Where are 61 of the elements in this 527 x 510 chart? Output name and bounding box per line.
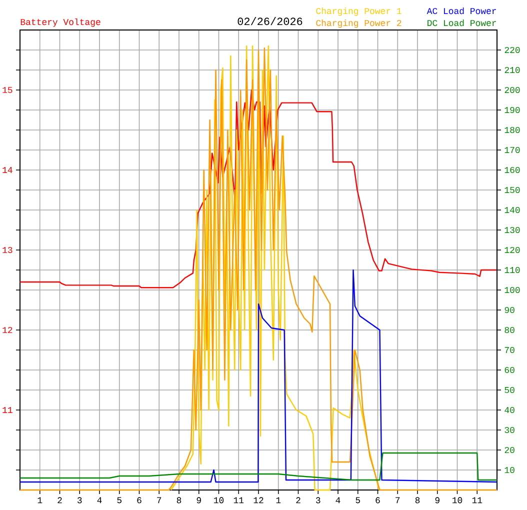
y-axis-title: Battery Voltage	[20, 18, 100, 27]
line-series	[20, 89, 498, 288]
y2-tick-label: 90	[504, 306, 514, 314]
y2-tick-label: 110	[504, 266, 520, 274]
text: DC Load Power	[428, 19, 496, 26]
y2-tick-label: 20	[504, 446, 514, 454]
line-series	[170, 45, 380, 491]
x-tick-label: 6	[376, 497, 380, 504]
y2-tick-label: 80	[504, 326, 514, 334]
text: AC Load Power	[426, 7, 496, 14]
y2-tick-label: 180	[504, 126, 520, 134]
x-tick-label: 4	[97, 497, 102, 504]
y2-tick-label: 10	[504, 466, 514, 474]
y-tick-label: 11	[2, 407, 12, 413]
x-tick-label: 7	[396, 497, 400, 504]
x-tick-label: 9	[435, 497, 440, 504]
y2-tick-label: 40	[504, 406, 514, 414]
x-tick-label: 6	[137, 497, 142, 504]
y-tick-label: 12	[2, 327, 12, 333]
line-series	[19, 269, 498, 483]
x-tick-label: 10	[214, 497, 224, 504]
y2-tick-label: 100	[504, 286, 520, 294]
chart-title: 02/26/2026	[238, 17, 302, 26]
x-tick-label: 3	[77, 497, 82, 504]
x-tick-label: 8	[415, 497, 420, 504]
x-tick-label: 4	[336, 497, 340, 504]
text: Charging Power 2	[316, 19, 402, 28]
y2-tick-label: 160	[504, 166, 520, 174]
x-tick-label: 2	[296, 497, 300, 504]
x-tick-label: 1	[38, 497, 42, 504]
y2-tick-label: 50	[504, 386, 514, 394]
y2-tick-label: 130	[504, 226, 520, 234]
y2-tick-label: 200	[504, 86, 520, 94]
y2-tick-label: 210	[504, 66, 520, 74]
x-tick-label: 7	[157, 497, 162, 504]
x-tick-label: 8	[176, 497, 182, 504]
text: Charging Power 1	[316, 7, 402, 16]
y2-tick-label: 70	[504, 346, 514, 354]
y2-tick-label: 60	[504, 366, 514, 374]
y2-tick-label: 190	[504, 106, 520, 114]
y-tick-label: 13	[2, 246, 12, 254]
y2-tick-label: 220	[504, 46, 520, 54]
x-tick-label: 1	[276, 497, 281, 504]
y-tick-label: 15	[2, 87, 12, 93]
x-tick-label: 11	[472, 497, 482, 504]
y2-tick-label: 30	[504, 426, 514, 434]
y-tick-label: 14	[2, 167, 12, 173]
x-tick-label: 5	[117, 497, 122, 504]
line-series	[19, 47, 498, 491]
x-tick-label: 12	[254, 497, 264, 504]
x-tick-label: 5	[356, 497, 360, 504]
y2-tick-label: 120	[504, 246, 520, 254]
x-tick-label: 10	[452, 497, 462, 504]
x-tick-label: 9	[196, 497, 201, 504]
x-tick-label: 2	[58, 497, 62, 504]
x-tick-label: 11	[234, 497, 244, 504]
y2-tick-label: 150	[504, 186, 520, 194]
line-series	[19, 452, 498, 481]
y2-tick-label: 170	[504, 146, 520, 154]
y2-tick-label: 140	[504, 206, 520, 214]
x-tick-label: 3	[316, 497, 320, 504]
